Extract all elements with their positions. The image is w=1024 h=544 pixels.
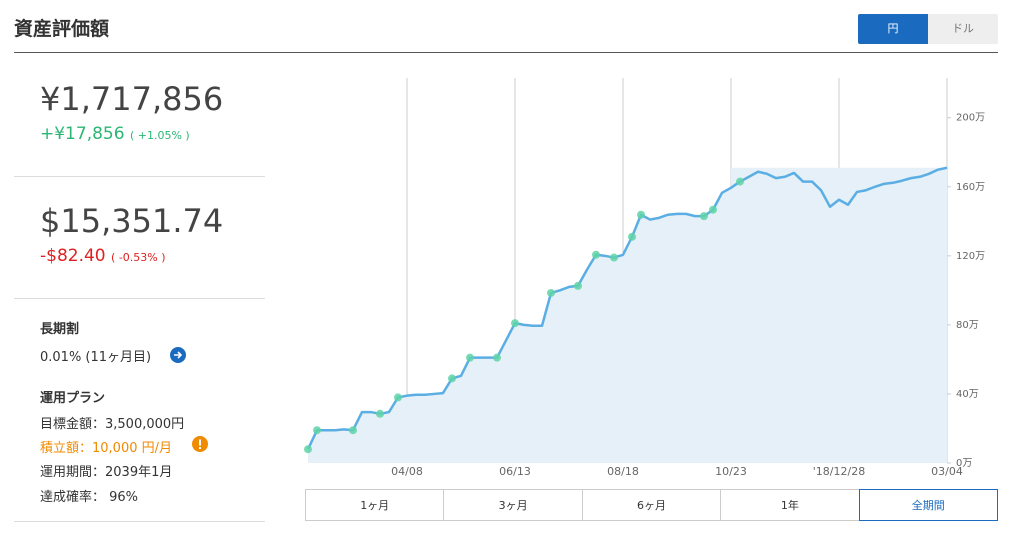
line — [306, 166, 948, 450]
currency-yen[interactable]: 円 — [858, 14, 928, 44]
deposit-marker — [466, 353, 474, 362]
plan-title: 運用プラン — [40, 391, 106, 406]
usd-change-amount: -$82.40 — [40, 246, 106, 266]
discount-label: 長期割 — [40, 322, 80, 337]
deposit-marker — [574, 281, 582, 290]
deposit-marker — [349, 426, 357, 435]
deposit-marker — [736, 177, 744, 186]
y-tick-label: 120万 — [956, 251, 985, 262]
y-tick-label: 0万 — [956, 458, 972, 469]
deposit-marker — [394, 393, 402, 402]
range-button[interactable]: 3ヶ月 — [443, 489, 583, 521]
deposit-marker — [511, 319, 519, 328]
divider — [14, 298, 265, 299]
y-tick-label: 40万 — [956, 389, 979, 400]
plan-item: 達成確率： 96% — [40, 490, 139, 505]
y-tick-label: 80万 — [956, 320, 979, 331]
deposit-marker — [376, 409, 384, 418]
warning-icon[interactable] — [192, 436, 208, 452]
y-tick-label: 200万 — [956, 113, 985, 124]
range-button[interactable]: 全期間 — [858, 489, 998, 521]
y-tick-label: 160万 — [956, 182, 985, 193]
deposit-marker — [304, 445, 312, 454]
x-tick-label: 04/08 — [391, 465, 423, 478]
header-rule — [14, 52, 998, 53]
deposit-marker — [547, 288, 555, 297]
deposit-marker — [313, 426, 321, 435]
deposit-marker — [700, 212, 708, 221]
x-tick-label: 03/04 — [931, 465, 963, 478]
plan-item: 運用期間：2039年1月 — [40, 465, 173, 480]
usd-value: $15,351.74 — [40, 202, 224, 240]
deposit-marker — [448, 374, 456, 383]
usd-change-percent: ( -0.53% ) — [111, 251, 166, 264]
range-button[interactable]: 6ヶ月 — [581, 489, 722, 521]
jpy-change: +¥17,856 ( +1.05% ) — [40, 124, 190, 144]
discount-value: 0.01% (11ヶ月目) — [40, 350, 152, 365]
x-tick-label: 10/23 — [715, 465, 747, 478]
area — [308, 167, 947, 463]
usd-change: -$82.40 ( -0.53% ) — [40, 246, 166, 266]
x-tick-label: 08/18 — [607, 465, 639, 478]
currency-dollar[interactable]: ドル — [928, 14, 998, 44]
range-button[interactable]: 1ヶ月 — [305, 489, 445, 521]
plan-item: 積立額：10,000 円/月 — [40, 441, 172, 456]
deposit-marker — [637, 210, 645, 219]
plan-item: 目標金額：3,500,000円 — [40, 417, 185, 432]
jpy-change-amount: +¥17,856 — [40, 124, 125, 144]
jpy-value: ¥1,717,856 — [40, 80, 224, 118]
deposit-marker — [610, 253, 618, 262]
deposit-marker — [592, 250, 600, 259]
divider — [14, 521, 265, 522]
discount-link-icon[interactable] — [170, 347, 186, 363]
range-button[interactable]: 1年 — [720, 489, 860, 521]
x-tick-label: '18/12/28 — [813, 465, 865, 478]
deposit-marker — [493, 353, 501, 362]
x-tick-label: 06/13 — [499, 465, 531, 478]
page-title: 資産評価額 — [14, 18, 110, 40]
jpy-change-percent: ( +1.05% ) — [129, 129, 190, 142]
divider — [14, 176, 265, 177]
deposit-marker — [709, 205, 717, 214]
deposit-marker — [628, 232, 636, 241]
